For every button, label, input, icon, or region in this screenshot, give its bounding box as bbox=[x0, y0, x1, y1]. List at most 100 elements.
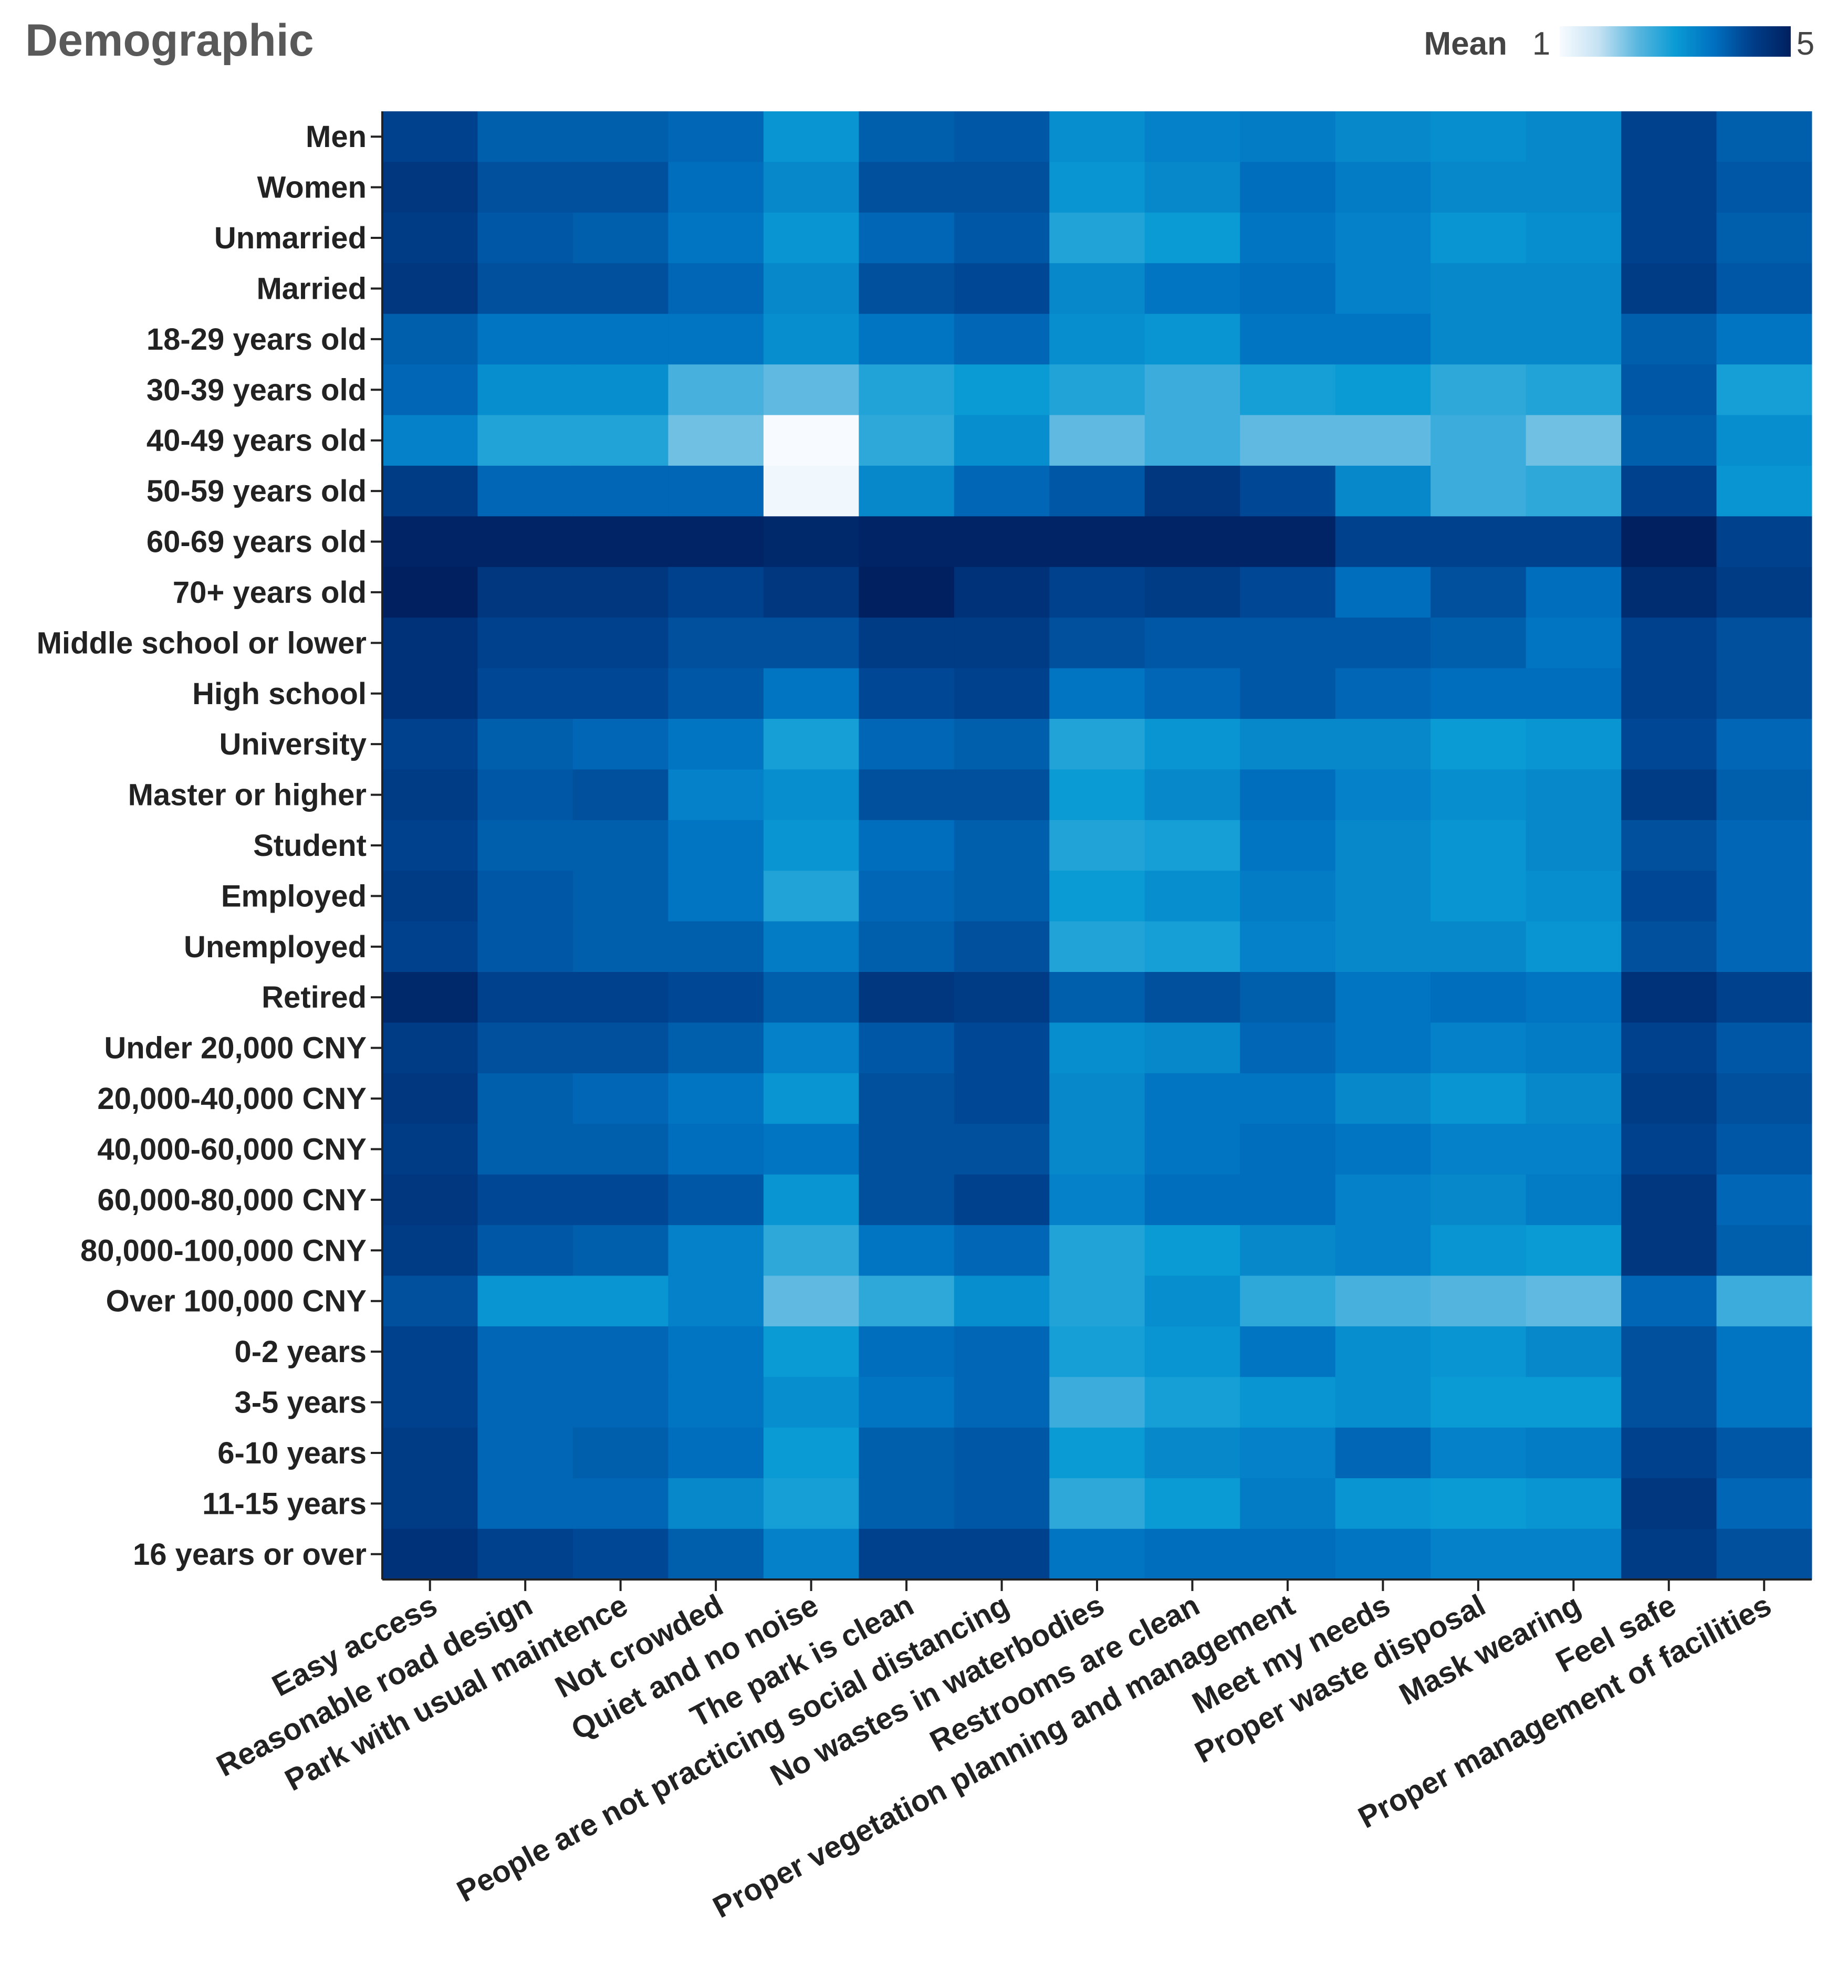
heatmap-cell bbox=[1240, 1225, 1336, 1276]
heatmap-cell bbox=[572, 972, 669, 1023]
y-tick-label: Over 100,000 CNY bbox=[106, 1284, 367, 1319]
heatmap-cell bbox=[477, 162, 573, 213]
heatmap-cell bbox=[1335, 1225, 1431, 1276]
heatmap-cell bbox=[1526, 1529, 1622, 1580]
heatmap-cell bbox=[477, 1427, 573, 1479]
heatmap-cell bbox=[1431, 516, 1527, 568]
legend-max-label: 5 bbox=[1797, 26, 1814, 62]
heatmap-cell bbox=[1621, 364, 1717, 415]
heatmap-cell bbox=[1335, 263, 1431, 315]
heatmap-cell bbox=[954, 718, 1050, 770]
heatmap-cell bbox=[668, 1225, 764, 1276]
heatmap-cell bbox=[1335, 1124, 1431, 1175]
heatmap-cell bbox=[1431, 364, 1527, 415]
heatmap-cell bbox=[1049, 618, 1145, 669]
heatmap-cell bbox=[1526, 263, 1622, 315]
heatmap-cell bbox=[1240, 769, 1336, 821]
heatmap-cell bbox=[1049, 871, 1145, 922]
heatmap-cell bbox=[859, 1022, 955, 1074]
heatmap-cell bbox=[382, 516, 478, 568]
heatmap-cell bbox=[1335, 111, 1431, 162]
heatmap-cell bbox=[1240, 871, 1336, 922]
heatmap-cell bbox=[859, 313, 955, 365]
heatmap-cell bbox=[763, 1326, 859, 1377]
heatmap-cell bbox=[668, 415, 764, 466]
heatmap-cell bbox=[954, 111, 1050, 162]
heatmap-cell bbox=[477, 567, 573, 618]
y-tick-label: Retired bbox=[262, 980, 367, 1014]
heatmap-cell bbox=[763, 364, 859, 415]
heatmap-cell bbox=[1335, 1022, 1431, 1074]
y-tick-label: 40,000-60,000 CNY bbox=[97, 1132, 367, 1166]
heatmap-cell bbox=[382, 1529, 478, 1580]
heatmap-cell bbox=[1431, 1022, 1527, 1074]
heatmap-cell bbox=[1144, 1377, 1240, 1428]
heatmap-cell bbox=[763, 1073, 859, 1124]
heatmap-cell bbox=[1431, 921, 1527, 972]
heatmap-cell bbox=[763, 111, 859, 162]
heatmap-cell bbox=[954, 212, 1050, 264]
heatmap-cell bbox=[1240, 111, 1336, 162]
heatmap-cell bbox=[763, 1377, 859, 1428]
heatmap-cell bbox=[477, 1478, 573, 1530]
y-tick-label: Student bbox=[253, 829, 367, 863]
heatmap-cell bbox=[1144, 212, 1240, 264]
heatmap-cell bbox=[572, 516, 669, 568]
heatmap-cell bbox=[1144, 820, 1240, 871]
heatmap-cell bbox=[763, 618, 859, 669]
heatmap-cell bbox=[954, 1174, 1050, 1226]
heatmap-cell bbox=[954, 1529, 1050, 1580]
heatmap-cell bbox=[763, 769, 859, 821]
heatmap-cell bbox=[859, 1377, 955, 1428]
heatmap-cell bbox=[763, 972, 859, 1023]
heatmap-cell bbox=[954, 1124, 1050, 1175]
heatmap-cell bbox=[1335, 415, 1431, 466]
y-tick-label: 60-69 years old bbox=[147, 525, 367, 559]
heatmap-cell bbox=[1621, 516, 1717, 568]
heatmap-cell bbox=[1049, 972, 1145, 1023]
heatmap-cell bbox=[1240, 668, 1336, 719]
heatmap-cell bbox=[1335, 1275, 1431, 1327]
heatmap-cell bbox=[954, 465, 1050, 517]
heatmap-cell bbox=[954, 1073, 1050, 1124]
heatmap-cell bbox=[763, 718, 859, 770]
heatmap-cell bbox=[1144, 871, 1240, 922]
heatmap-cell bbox=[1716, 1377, 1812, 1428]
heatmap-cell bbox=[859, 516, 955, 568]
heatmap-cell bbox=[1621, 618, 1717, 669]
heatmap-cell bbox=[572, 415, 669, 466]
heatmap-cell bbox=[1049, 1124, 1145, 1175]
heatmap-cell bbox=[382, 1427, 478, 1479]
legend: Mean 1 5 bbox=[1424, 26, 1815, 62]
heatmap-cell bbox=[668, 111, 764, 162]
heatmap-cell bbox=[1621, 1529, 1717, 1580]
heatmap-cell bbox=[572, 1174, 669, 1226]
heatmap-cell bbox=[859, 162, 955, 213]
heatmap-cell bbox=[859, 1326, 955, 1377]
heatmap-cell bbox=[1049, 516, 1145, 568]
heatmap-cell bbox=[1621, 1427, 1717, 1479]
heatmap-cell bbox=[859, 415, 955, 466]
heatmap-cell bbox=[1049, 567, 1145, 618]
heatmap-cell bbox=[1240, 1326, 1336, 1377]
heatmap-cell bbox=[1240, 1174, 1336, 1226]
heatmap-cell bbox=[1716, 465, 1812, 517]
heatmap-cell bbox=[1049, 415, 1145, 466]
heatmap-cell bbox=[1240, 1529, 1336, 1580]
heatmap-cell bbox=[1240, 415, 1336, 466]
heatmap-cell bbox=[1431, 820, 1527, 871]
y-tick-label: Employed bbox=[221, 879, 367, 913]
heatmap-cell bbox=[1049, 465, 1145, 517]
heatmap-cell bbox=[1144, 668, 1240, 719]
heatmap-cell bbox=[668, 1275, 764, 1327]
heatmap-cell bbox=[1144, 1022, 1240, 1074]
heatmap-cell bbox=[1240, 1478, 1336, 1530]
heatmap-cell bbox=[1526, 415, 1622, 466]
heatmap-cell bbox=[763, 1478, 859, 1530]
heatmap-cell bbox=[477, 1174, 573, 1226]
heatmap-cell bbox=[572, 263, 669, 315]
heatmap-cell bbox=[1621, 972, 1717, 1023]
heatmap-cell bbox=[572, 1377, 669, 1428]
heatmap-cell bbox=[1240, 1124, 1336, 1175]
heatmap-cell bbox=[1621, 162, 1717, 213]
